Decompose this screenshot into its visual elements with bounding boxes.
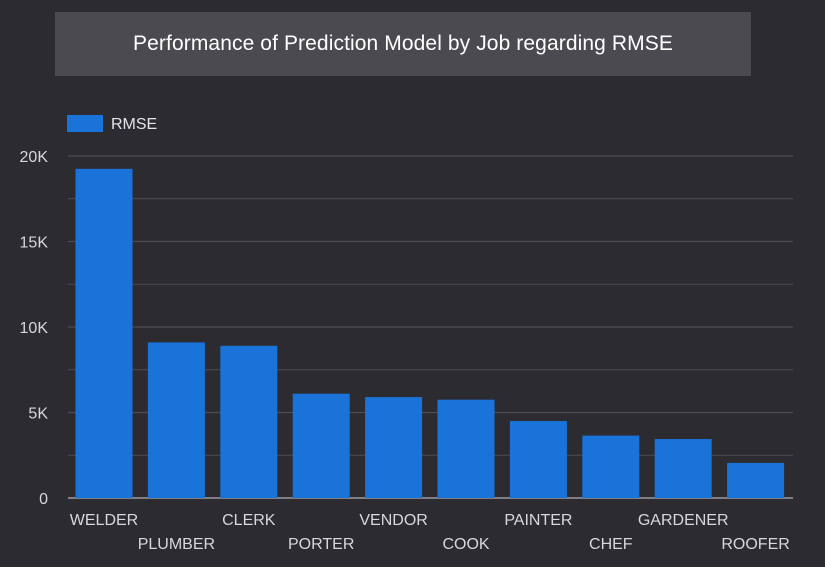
y-tick-label: 15K [20,235,49,252]
legend-swatch-rmse [67,115,103,132]
legend-label-rmse: RMSE [111,116,157,133]
y-tick-label: 5K [28,406,48,423]
chart-title: Performance of Prediction Model by Job r… [133,32,673,55]
legend: RMSE [67,115,157,133]
bar-welder[interactable] [75,168,133,498]
x-tick-label-roofer: ROOFER [721,536,789,553]
x-tick-label-welder: WELDER [70,512,138,529]
bar-porter[interactable] [292,393,350,498]
x-tick-label-plumber: PLUMBER [138,536,215,553]
x-tick-label-gardener: GARDENER [638,512,729,529]
bar-roofer[interactable] [727,462,785,498]
bar-vendor[interactable] [365,397,423,498]
chart-title-box: Performance of Prediction Model by Job r… [55,12,751,76]
y-tick-label: 20K [20,149,49,166]
x-tick-label-chef: CHEF [589,536,633,553]
y-tick-label: 0 [39,491,48,508]
bar-plumber[interactable] [147,342,205,498]
x-tick-label-cook: COOK [442,536,489,553]
bar-painter[interactable] [509,421,567,498]
y-axis-tick-labels: 0 5K 10K 15K 20K [20,149,49,508]
x-tick-label-painter: PAINTER [504,512,572,529]
x-tick-label-clerk: CLERK [222,512,276,529]
bars [75,168,785,498]
x-tick-label-vendor: VENDOR [359,512,427,529]
bar-clerk[interactable] [220,345,278,498]
bar-chef[interactable] [582,435,640,498]
bar-gardener[interactable] [654,439,712,498]
x-tick-label-porter: PORTER [288,536,354,553]
bar-cook[interactable] [437,399,495,498]
y-tick-label: 10K [20,320,49,337]
